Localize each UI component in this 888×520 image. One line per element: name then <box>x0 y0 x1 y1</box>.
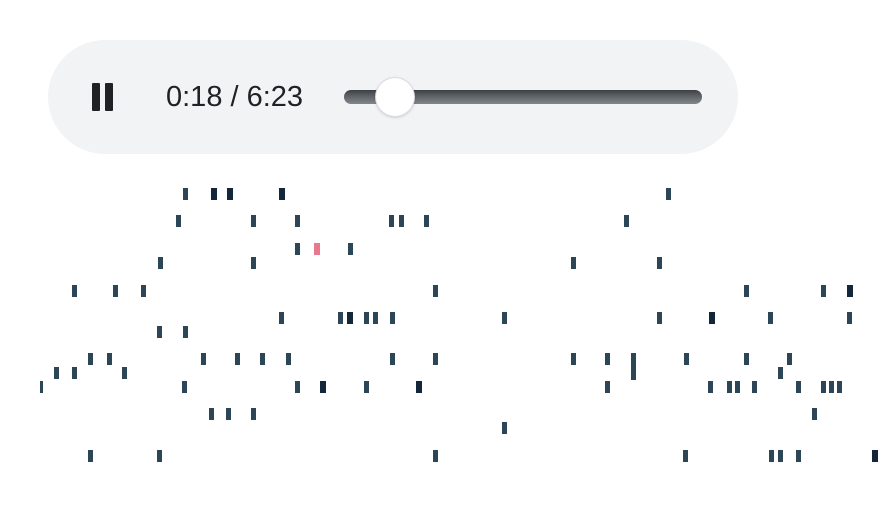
time-display: 0:18 / 6:23 <box>166 81 304 113</box>
note-bar <box>141 285 146 297</box>
note-bar <box>624 215 629 227</box>
note-bar <box>744 353 749 365</box>
progress-thumb[interactable] <box>376 78 415 116</box>
note-bar <box>605 353 610 365</box>
note-bar <box>390 353 395 365</box>
note-bar <box>821 285 826 297</box>
note-bar <box>157 326 162 338</box>
note-bar <box>424 215 429 227</box>
note-bar <box>122 367 127 379</box>
note-bar <box>735 381 740 393</box>
note-bar <box>251 257 256 269</box>
note-bar <box>176 215 181 227</box>
note-bar <box>502 422 507 434</box>
note-bar <box>796 381 801 393</box>
note-bar <box>364 381 369 393</box>
note-bar <box>286 353 291 365</box>
note-bar <box>158 257 163 269</box>
note-bar <box>433 353 438 365</box>
note-bar <box>295 215 300 227</box>
audio-player: 0:18 / 6:23 <box>48 40 738 154</box>
note-bar <box>605 381 610 393</box>
note-bar <box>235 353 240 365</box>
note-bar <box>251 215 256 227</box>
note-bar <box>752 381 757 393</box>
pause-button[interactable] <box>84 80 118 114</box>
note-bar <box>201 353 206 365</box>
note-bar <box>226 408 231 420</box>
note-bar <box>657 257 662 269</box>
note-bar <box>295 381 300 393</box>
note-bar <box>347 312 353 324</box>
note-bar <box>821 381 826 393</box>
note-bar <box>778 367 783 379</box>
note-bar <box>657 312 662 324</box>
note-bar <box>769 450 774 462</box>
note-bar <box>40 381 43 393</box>
note-bar <box>796 450 801 462</box>
note-bar <box>260 353 265 365</box>
note-bar <box>88 353 93 365</box>
note-bar <box>183 326 188 338</box>
note-bar <box>708 381 713 393</box>
note-bar <box>338 312 343 324</box>
piano-roll-visualization <box>40 188 878 462</box>
note-bar <box>295 243 300 255</box>
note-bar <box>183 188 188 200</box>
note-bar <box>348 243 353 255</box>
note-bar <box>279 188 285 200</box>
note-bar <box>812 408 817 420</box>
note-bar <box>727 381 732 393</box>
note-bar <box>787 353 792 365</box>
note-bar <box>88 450 93 462</box>
note-bar <box>54 367 59 379</box>
note-bar <box>571 353 576 365</box>
note-bar <box>571 257 576 269</box>
note-bar <box>72 285 77 297</box>
note-bar <box>157 450 162 462</box>
note-bar <box>389 215 394 227</box>
note-bar <box>837 381 842 393</box>
note-bar <box>433 285 438 297</box>
note-bar <box>364 312 369 324</box>
note-bar <box>666 188 671 200</box>
note-bar <box>744 285 749 297</box>
note-bar <box>399 215 404 227</box>
note-bar <box>829 381 834 393</box>
note-bar <box>72 367 77 379</box>
note-bar <box>847 285 853 297</box>
note-bar <box>684 353 689 365</box>
note-bar <box>433 450 438 462</box>
note-bar <box>709 312 715 324</box>
note-bar-active <box>314 243 320 255</box>
note-bar <box>227 188 233 200</box>
progress-slider[interactable] <box>344 78 702 116</box>
note-bar <box>251 408 256 420</box>
note-bar <box>872 450 878 462</box>
note-bar <box>631 353 636 380</box>
note-bar <box>209 408 214 420</box>
note-bar <box>847 312 852 324</box>
pause-icon <box>92 83 100 111</box>
note-bar <box>502 312 507 324</box>
pause-icon-bar <box>105 83 113 111</box>
note-bar <box>182 381 187 393</box>
note-bar <box>778 450 783 462</box>
note-bar <box>768 312 773 324</box>
note-bar <box>416 381 422 393</box>
note-bar <box>107 353 112 365</box>
note-bar <box>683 450 688 462</box>
note-bar <box>320 381 326 393</box>
note-bar <box>279 312 284 324</box>
note-bar <box>390 312 395 324</box>
note-bar <box>113 285 118 297</box>
note-bar <box>373 312 378 324</box>
note-bar <box>211 188 217 200</box>
